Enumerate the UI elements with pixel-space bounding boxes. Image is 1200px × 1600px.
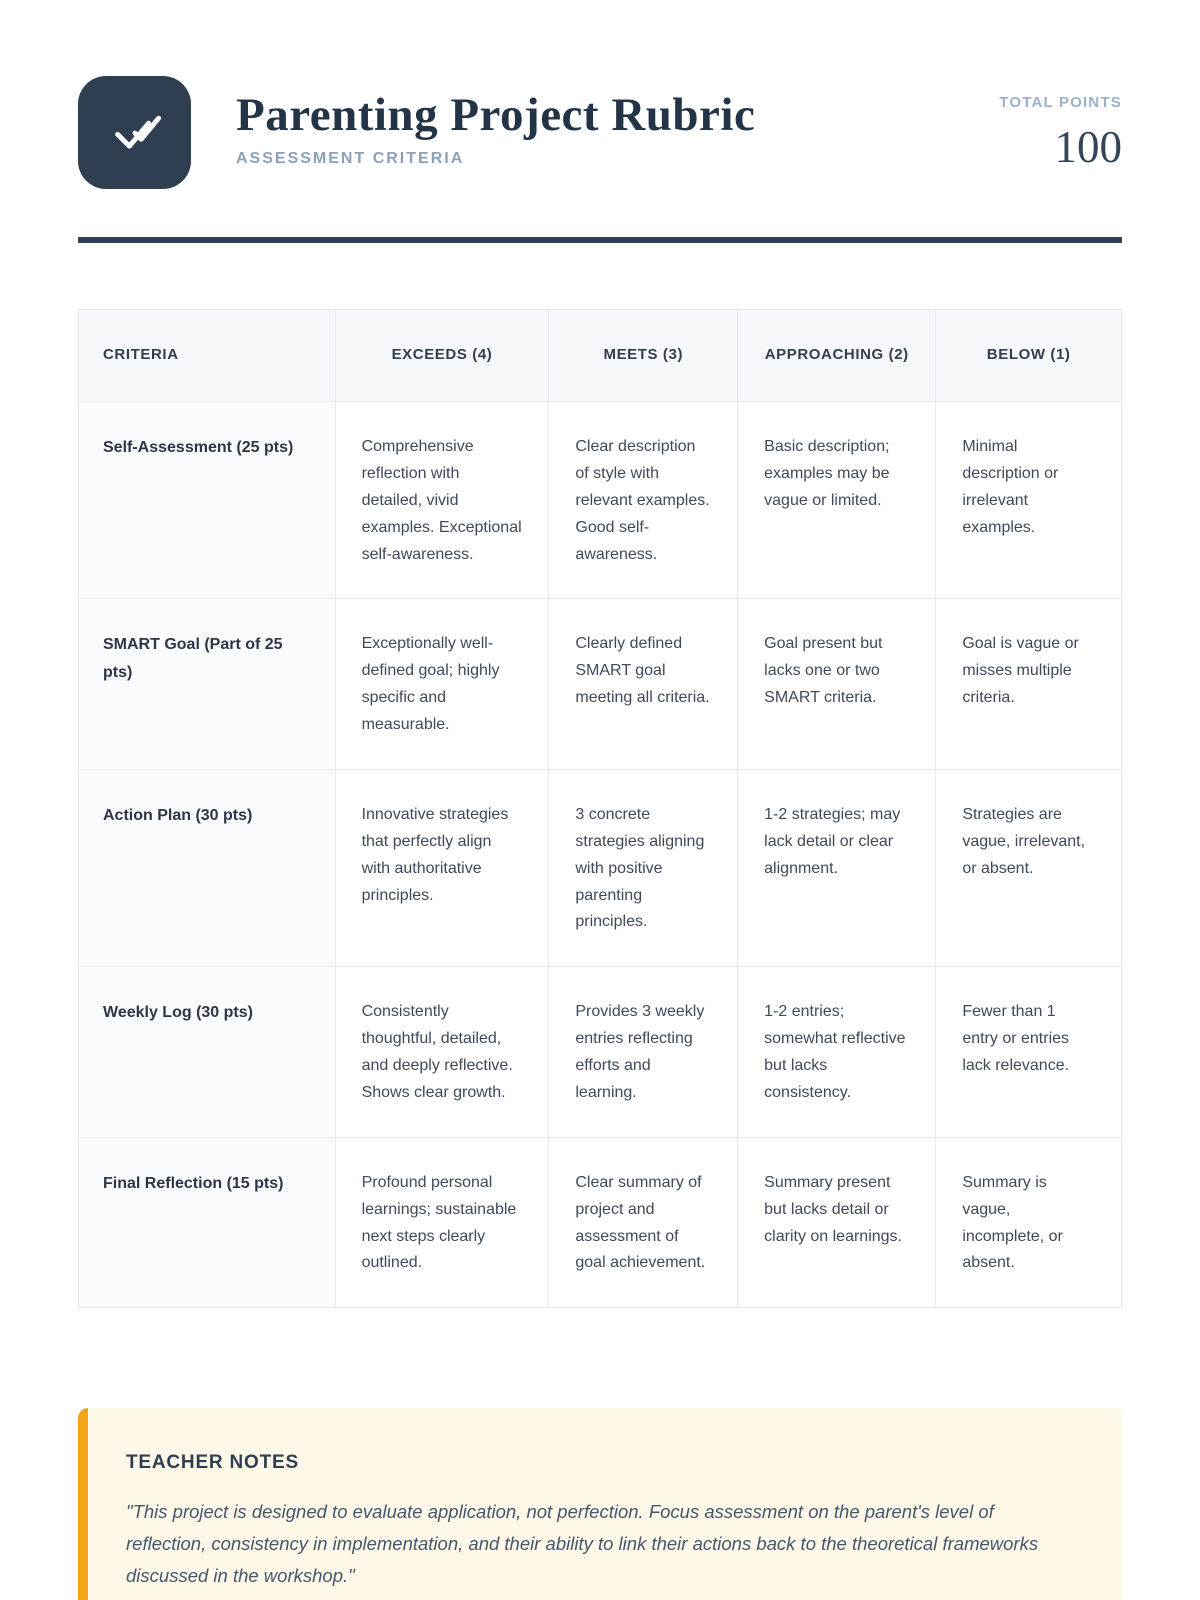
total-points-value: 100: [1054, 122, 1123, 172]
rubric-cell: Clearly defined SMART goal meeting all c…: [548, 598, 739, 770]
header-row: CRITERIA EXCEEDS (4) MEETS (3) APPROACHI…: [78, 309, 1122, 402]
rubric-cell: Fewer than 1 entry or entries lack relev…: [935, 966, 1122, 1138]
page-title: Parenting Project Rubric: [236, 89, 756, 141]
rubric-cell: Clear description of style with relevant…: [548, 400, 739, 600]
table-row: Self-Assessment (25 pts) Comprehensive r…: [78, 400, 1122, 600]
criteria-label: Action Plan (30 pts): [78, 768, 336, 968]
logo-badge: [78, 76, 191, 189]
teacher-notes-heading: TEACHER NOTES: [126, 1452, 299, 1474]
rubric-table: CRITERIA EXCEEDS (4) MEETS (3) APPROACHI…: [78, 309, 1122, 1309]
document-header: Parenting Project Rubric ASSESSMENT CRIT…: [78, 0, 1122, 189]
header-divider: [78, 237, 1122, 243]
table-row: Action Plan (30 pts) Innovative strategi…: [78, 768, 1122, 968]
rubric-cell: Innovative strategies that perfectly ali…: [334, 768, 550, 968]
rubric-cell: Comprehensive reflection with detailed, …: [334, 400, 550, 600]
criteria-label: Weekly Log (30 pts): [78, 966, 336, 1138]
rubric-cell: Profound personal learnings; sustainable…: [334, 1136, 550, 1309]
column-header-exceeds: EXCEEDS (4): [334, 309, 550, 402]
rubric-cell: 3 concrete strategies aligning with posi…: [548, 768, 739, 968]
rubric-cell: Summary present but lacks detail or clar…: [737, 1136, 937, 1309]
title-block: Parenting Project Rubric ASSESSMENT CRIT…: [236, 76, 755, 168]
column-header-below: BELOW (1): [935, 309, 1122, 402]
table-row: Weekly Log (30 pts) Consistently thought…: [78, 966, 1122, 1138]
double-check-icon: [104, 99, 166, 166]
rubric-cell: Exceptionally well-defined goal; highly …: [334, 598, 550, 770]
total-points-label: TOTAL POINTS: [999, 94, 1122, 111]
rubric-cell: Summary is vague, incomplete, or absent.: [935, 1136, 1122, 1309]
rubric-cell: Goal is vague or misses multiple criteri…: [935, 598, 1122, 770]
page-subtitle: ASSESSMENT CRITERIA: [236, 150, 465, 168]
teacher-notes-quote: "This project is designed to evaluate ap…: [126, 1501, 1039, 1586]
criteria-label: Self-Assessment (25 pts): [78, 400, 336, 600]
rubric-cell: Basic description; examples may be vague…: [737, 400, 937, 600]
column-header-meets: MEETS (3): [548, 309, 739, 402]
rubric-cell: Strategies are vague, irrelevant, or abs…: [935, 768, 1122, 968]
total-points-block: TOTAL POINTS 100: [999, 76, 1122, 170]
column-header-approaching: APPROACHING (2): [737, 309, 937, 402]
teacher-notes-callout: TEACHER NOTES "This project is designed …: [78, 1408, 1122, 1600]
content-area: Parenting Project Rubric ASSESSMENT CRIT…: [78, 0, 1122, 1600]
rubric-table-body: Self-Assessment (25 pts) Comprehensive r…: [78, 400, 1122, 1309]
rubric-cell: Provides 3 weekly entries reflecting eff…: [548, 966, 739, 1138]
rubric-cell: Goal present but lacks one or two SMART …: [737, 598, 937, 770]
rubric-cell: Minimal description or irrelevant exampl…: [935, 400, 1122, 600]
table-row: Final Reflection (15 pts) Profound perso…: [78, 1136, 1122, 1309]
rubric-cell: 1-2 strategies; may lack detail or clear…: [737, 768, 937, 968]
rubric-cell: Clear summary of project and assessment …: [548, 1136, 739, 1309]
rubric-cell: 1-2 entries; somewhat reflective but lac…: [737, 966, 937, 1138]
criteria-label: Final Reflection (15 pts): [78, 1136, 336, 1309]
criteria-label: SMART Goal (Part of 25 pts): [78, 598, 336, 770]
column-header-criteria: CRITERIA: [78, 309, 336, 402]
table-row: SMART Goal (Part of 25 pts) Exceptionall…: [78, 598, 1122, 770]
rubric-table-header: CRITERIA EXCEEDS (4) MEETS (3) APPROACHI…: [78, 309, 1122, 402]
rubric-cell: Consistently thoughtful, detailed, and d…: [334, 966, 550, 1138]
